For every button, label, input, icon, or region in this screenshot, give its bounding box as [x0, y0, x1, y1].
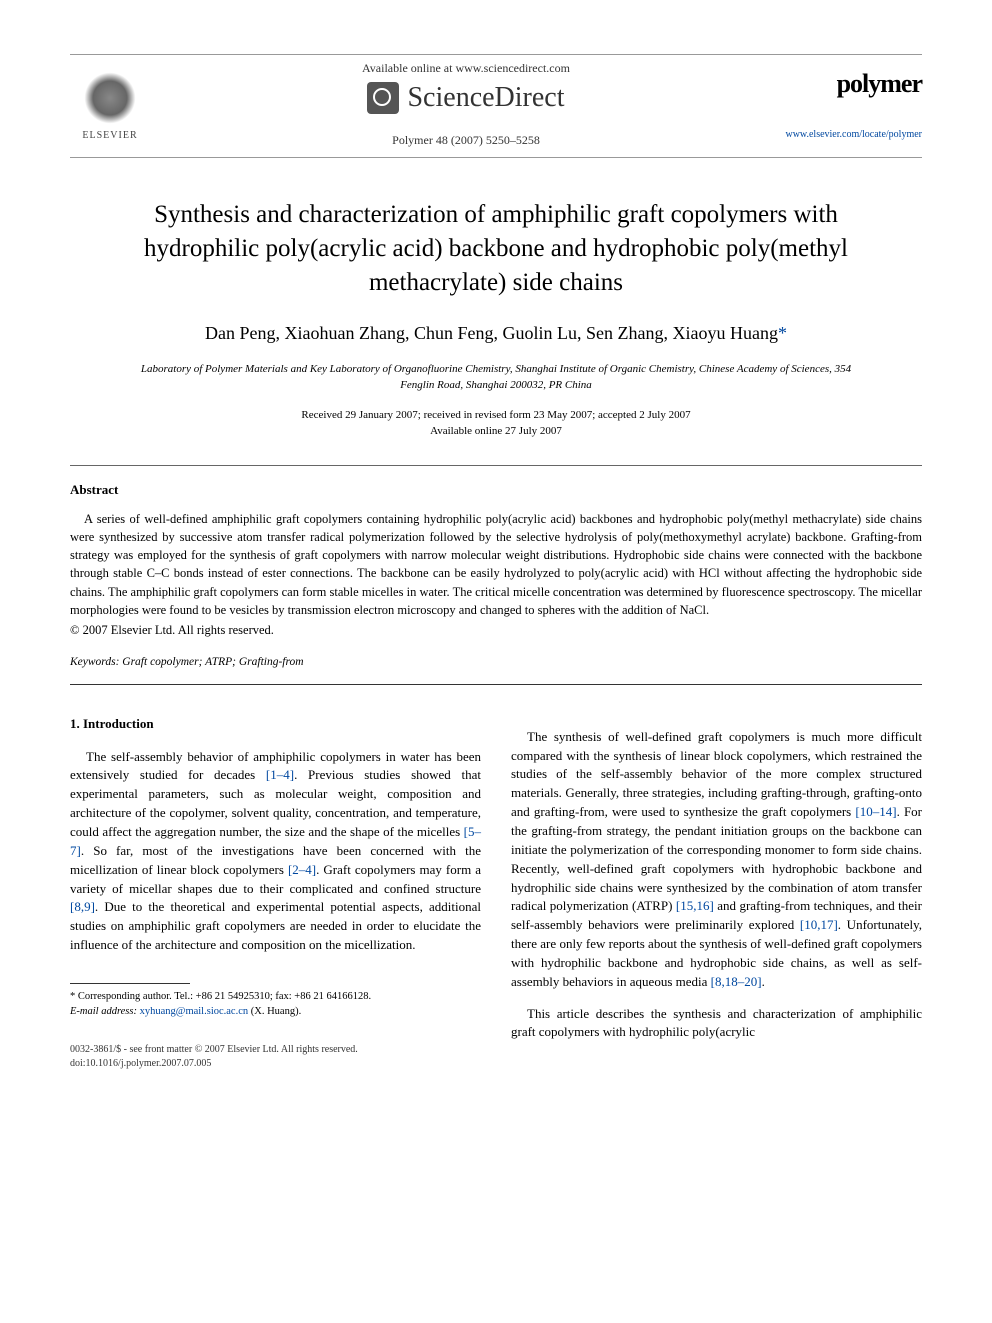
journal-citation: Polymer 48 (2007) 5250–5258 — [150, 133, 782, 148]
affiliation: Laboratory of Polymer Materials and Key … — [130, 362, 862, 393]
abstract-copyright: © 2007 Elsevier Ltd. All rights reserved… — [70, 623, 922, 638]
journal-url-link[interactable]: www.elsevier.com/locate/polymer — [782, 129, 922, 140]
journal-logo-block: polymer www.elsevier.com/locate/polymer — [782, 69, 922, 140]
ref-link-2-4[interactable]: [2–4] — [288, 862, 316, 877]
publisher-logo: ELSEVIER — [70, 59, 150, 149]
intro-para-2: The synthesis of well-defined graft copo… — [511, 728, 922, 992]
ref-link-15-16[interactable]: [15,16] — [676, 898, 714, 913]
footnote-email-label: E-mail address: — [70, 1006, 137, 1017]
ref-link-8-18-20[interactable]: [8,18–20] — [711, 974, 762, 989]
right-column: The synthesis of well-defined graft copo… — [511, 715, 922, 1072]
keywords-label: Keywords: — [70, 656, 119, 668]
sciencedirect-name: ScienceDirect — [407, 82, 564, 114]
section-1-heading: 1. Introduction — [70, 715, 481, 734]
authors-text: Dan Peng, Xiaohuan Zhang, Chun Feng, Guo… — [205, 323, 778, 343]
footnote-divider — [70, 983, 190, 984]
left-column: 1. Introduction The self-assembly behavi… — [70, 715, 481, 1072]
footnote-email-tail: (X. Huang). — [248, 1006, 301, 1017]
ref-link-1-4[interactable]: [1–4] — [266, 767, 294, 782]
intro-para-3: This article describes the synthesis and… — [511, 1005, 922, 1043]
sciencedirect-logo: ScienceDirect — [367, 82, 564, 114]
footnote-corr: * Corresponding author. Tel.: +86 21 549… — [70, 990, 481, 1005]
ref-link-10-17[interactable]: [10,17] — [800, 917, 838, 932]
author-list: Dan Peng, Xiaohuan Zhang, Chun Feng, Guo… — [70, 323, 922, 344]
elsevier-tree-icon — [80, 68, 140, 128]
publisher-name: ELSEVIER — [82, 130, 137, 141]
abstract-body: A series of well-defined amphiphilic gra… — [70, 510, 922, 619]
corresponding-mark[interactable]: * — [778, 323, 787, 343]
header-row: ELSEVIER Available online at www.science… — [70, 59, 922, 149]
corresponding-footnote: * Corresponding author. Tel.: +86 21 549… — [70, 990, 481, 1019]
journal-name: polymer — [782, 69, 922, 99]
keywords-line: Keywords: Graft copolymer; ATRP; Graftin… — [70, 656, 922, 668]
sciencedirect-icon — [367, 82, 399, 114]
abstract-text: A series of well-defined amphiphilic gra… — [70, 510, 922, 619]
intro-para-1: The self-assembly behavior of amphiphili… — [70, 748, 481, 955]
dates-received: Received 29 January 2007; received in re… — [70, 409, 922, 421]
ref-link-8-9[interactable]: [8,9] — [70, 899, 95, 914]
available-online-text: Available online at www.sciencedirect.co… — [150, 61, 782, 76]
bottom-meta: 0032-3861/$ - see front matter © 2007 El… — [70, 1043, 481, 1071]
keywords-list: Graft copolymer; ATRP; Grafting-from — [122, 656, 303, 668]
article-title: Synthesis and characterization of amphip… — [110, 198, 882, 299]
ref-link-10-14[interactable]: [10–14] — [855, 804, 896, 819]
abstract-heading: Abstract — [70, 482, 922, 498]
dates-online: Available online 27 July 2007 — [70, 425, 922, 437]
body-columns: 1. Introduction The self-assembly behavi… — [70, 715, 922, 1072]
footnote-email-link[interactable]: xyhuang@mail.sioc.ac.cn — [140, 1006, 249, 1017]
doi-line: doi:10.1016/j.polymer.2007.07.005 — [70, 1057, 481, 1071]
center-header: Available online at www.sciencedirect.co… — [150, 61, 782, 148]
issn-line: 0032-3861/$ - see front matter © 2007 El… — [70, 1043, 481, 1057]
